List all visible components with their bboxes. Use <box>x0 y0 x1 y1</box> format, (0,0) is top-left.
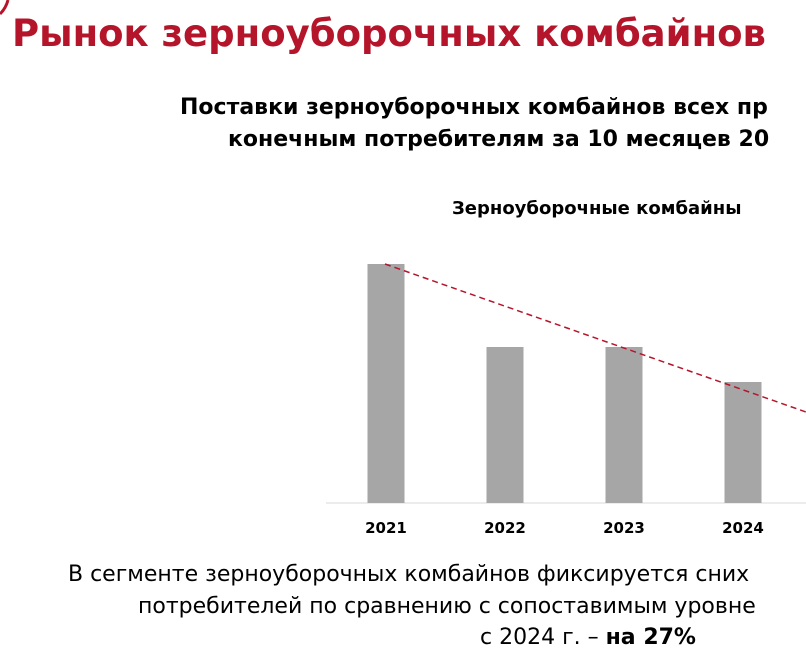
corner-mark <box>0 0 10 16</box>
bar <box>724 382 762 503</box>
bars: 2021 2022 2023 2024 <box>365 264 764 537</box>
x-tick-label: 2021 <box>365 519 407 537</box>
trend-line <box>384 263 806 413</box>
footer-emphasis: на 27% <box>606 625 696 650</box>
x-tick-label: 2024 <box>722 519 764 537</box>
footer-text: с 2024 г. – <box>480 625 606 650</box>
footer-line: потребителей по сравнению с сопоставимым… <box>138 594 756 619</box>
footer-line: В сегменте зерноуборочных комбайнов фикс… <box>68 562 749 587</box>
bar <box>605 347 643 503</box>
bar <box>367 264 405 503</box>
footer-line: с 2024 г. – на 27% <box>480 625 696 650</box>
chart-title: Зерноуборочные комбайны <box>452 198 742 219</box>
x-tick-label: 2023 <box>603 519 645 537</box>
slide-title: Рынок зерноуборочных комбайнов <box>12 12 766 55</box>
subtitle-line: Поставки зерноуборочных комбайнов всех п… <box>180 95 768 120</box>
bar <box>486 347 524 503</box>
subtitle-line: конечным потребителям за 10 месяцев 20 <box>228 127 769 152</box>
x-tick-label: 2022 <box>484 519 526 537</box>
